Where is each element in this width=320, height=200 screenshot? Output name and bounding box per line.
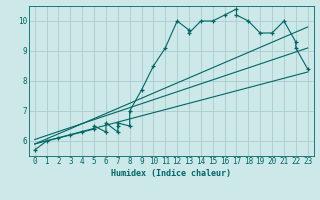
X-axis label: Humidex (Indice chaleur): Humidex (Indice chaleur) <box>111 169 231 178</box>
